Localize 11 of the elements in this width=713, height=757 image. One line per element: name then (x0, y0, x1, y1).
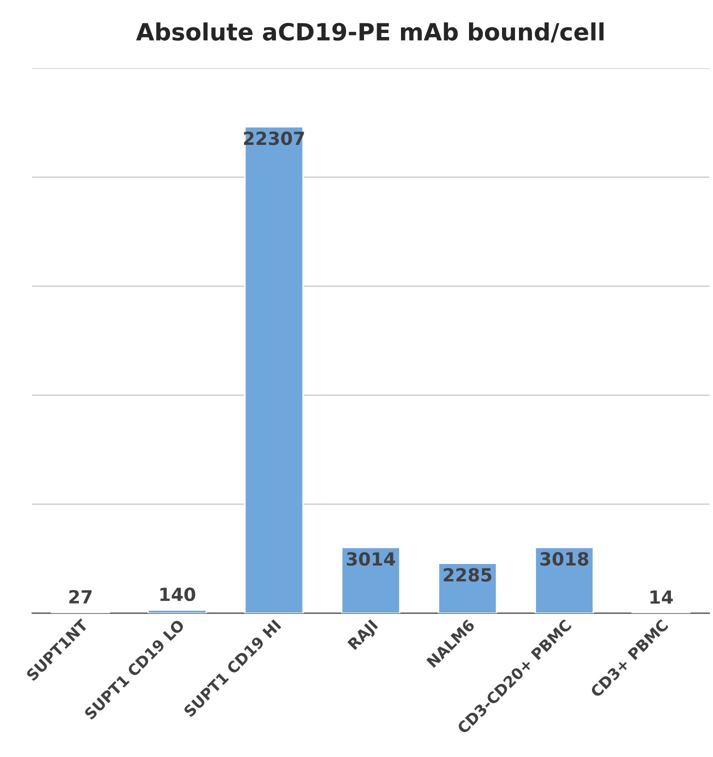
data-label: 27 (69, 590, 92, 604)
bar (534, 546, 594, 614)
bar (148, 609, 207, 614)
data-label: 3018 (540, 552, 588, 566)
bar (341, 546, 400, 614)
bar (244, 126, 304, 614)
chart-title: Absolute aCD19-PE mAb bound/cell (136, 22, 604, 43)
data-label: 3014 (346, 552, 396, 566)
data-label: 140 (160, 588, 196, 602)
data-label: 14 (650, 590, 673, 604)
data-label: 2285 (444, 568, 492, 582)
